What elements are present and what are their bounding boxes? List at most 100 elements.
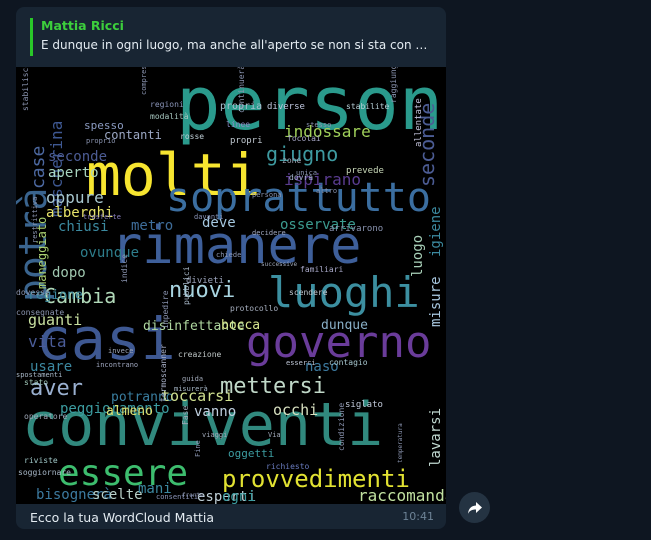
wordcloud-word: modalità [150,112,189,121]
wordcloud-word: incontrano [96,361,138,369]
wordcloud-word: mani [138,481,172,497]
wordcloud-word: vita [28,332,67,351]
wordcloud-word: persone [176,67,446,147]
wordcloud-word: creazione [178,350,222,359]
wordcloud-word: dovesse [16,288,50,297]
wordcloud-word: propria [220,101,262,112]
share-arrow-icon [467,501,482,514]
wordcloud-word: indice [120,254,129,283]
wordcloud-word: compreso [140,67,148,95]
wordcloud-word: invece [108,347,133,355]
wordcloud-word: restrittiva [31,197,39,243]
wordcloud-word: impedire [161,290,170,329]
wordcloud-word: mettersi [220,374,326,399]
share-button[interactable] [459,492,490,523]
wordcloud-word: Cambia [44,284,116,308]
wordcloud-word: davanti [194,213,224,221]
wordcloud-word: oppure [46,188,104,207]
wordcloud-word: temperatura [397,423,404,463]
wordcloud-word: operatore [24,412,68,421]
reply-quote[interactable]: Mattia Ricci E dunque in ogni luogo, ma … [30,18,434,56]
wordcloud-word: esserci [286,359,316,367]
wordcloud-word: condizione [337,403,346,451]
wordcloud-word: consentiti [156,493,198,501]
wordcloud-word: zone [282,156,301,165]
wordcloud-word: linee [226,120,250,129]
wordcloud-word: regioni [150,100,184,109]
wordcloud-word: pubblici [182,266,191,305]
wordcloud-word: spesso [84,119,124,132]
wordcloud-word: familiari [300,265,344,274]
wordcloud-word: misurerà [174,385,208,393]
wordcloud-word: naso [305,359,339,375]
wordcloud-word: occhi [273,401,318,419]
wordcloud-word: ogni [222,489,256,504]
wordcloud-word: oggetti [228,447,274,460]
wordcloud-word: contanti [104,128,162,142]
wordcloud-word: guanti [28,311,82,329]
wordcloud-word: unica [296,169,317,177]
wordcloud-word: deve [202,215,236,231]
wordcloud-word: soprattutto [166,175,431,221]
wordcloud-word: fronte [182,492,204,499]
wordcloud-word: decidere [252,229,286,237]
wordcloud-word: mascherina [47,121,66,217]
wordcloud-word: scelte [92,487,143,503]
wordcloud-word: indossare [284,122,371,141]
wordcloud-word: spostamenti [16,371,62,379]
wordcloud-word: conviventi [22,390,383,460]
wordcloud-word: vanno [194,404,236,420]
wordcloud-word: potrà [16,188,55,302]
wordcloud-word: esperti [197,489,256,504]
wordcloud-word: usare [30,359,72,375]
wordcloud-word: seconde [415,103,439,187]
wordcloud-image[interactable]: personemoltisoprattuttorimanereluoghi cas… [16,67,446,504]
wordcloud-word: luoghi [268,268,420,317]
wordcloud-word: governo [246,317,431,368]
wordcloud-word: casi [36,305,176,373]
wordcloud-word: molti [86,141,261,209]
wordcloud-word: essere [58,453,188,494]
wordcloud-word: protocollo [230,304,278,313]
wordcloud-word: ovunque [80,245,139,261]
wordcloud-word: scendere [289,288,328,297]
wordcloud-word: metro [131,218,173,234]
wordcloud-word: viaggi [202,431,227,439]
wordcloud-word: guida [182,375,203,383]
wordcloud-word: propri [230,136,263,146]
wordcloud-word: bisognerà [36,487,112,503]
wordcloud-word: rosse [180,132,204,141]
wordcloud-word: almeno [106,404,153,419]
wordcloud-word: toccarsi [161,387,233,405]
wordcloud-word: provvedimenti [222,465,410,493]
wordcloud-word: divieti [186,276,224,286]
wordcloud-word: bocca [221,318,260,333]
wordcloud-word: altro [316,187,337,195]
wordcloud-word: prevede [346,166,384,176]
wordcloud-word: stesso [306,121,331,129]
wordcloud-word: case [28,146,49,189]
message-bubble[interactable]: Mattia Ricci E dunque in ogni luogo, ma … [16,7,446,529]
wordcloud-word: stato [24,378,48,387]
wordcloud-word: Via [268,431,281,439]
wordcloud-word: successive [261,261,298,268]
wordcloud-word: focolai [287,134,321,143]
message-time: 10:41 [402,510,434,523]
wordcloud-word: Fase [181,406,190,425]
message-caption: Ecco la tua WordCloud Mattia [30,510,215,525]
wordcloud-word: termoscanner [159,344,168,402]
wordcloud-word: proprio [86,137,116,145]
wordcloud-word: disinfettante [143,319,245,334]
wordcloud-word: peggioramento [60,401,170,417]
wordcloud-word: richiesto [266,462,310,471]
wordcloud-word: soggiornare [18,468,71,477]
wordcloud-word: raccomandate [358,486,446,504]
wordcloud-word: stabiliscono [21,67,30,111]
wordcloud-word: seconde [48,149,107,165]
wordcloud-canvas: personemoltisoprattuttorimanereluoghi cas… [16,67,446,504]
reply-author: Mattia Ricci [41,18,124,33]
wordcloud-word: lavarsi [428,408,444,467]
wordcloud-word: allentate [414,98,424,147]
wordcloud-word: persona [252,191,282,199]
wordcloud-word: maneggiato [35,217,49,289]
